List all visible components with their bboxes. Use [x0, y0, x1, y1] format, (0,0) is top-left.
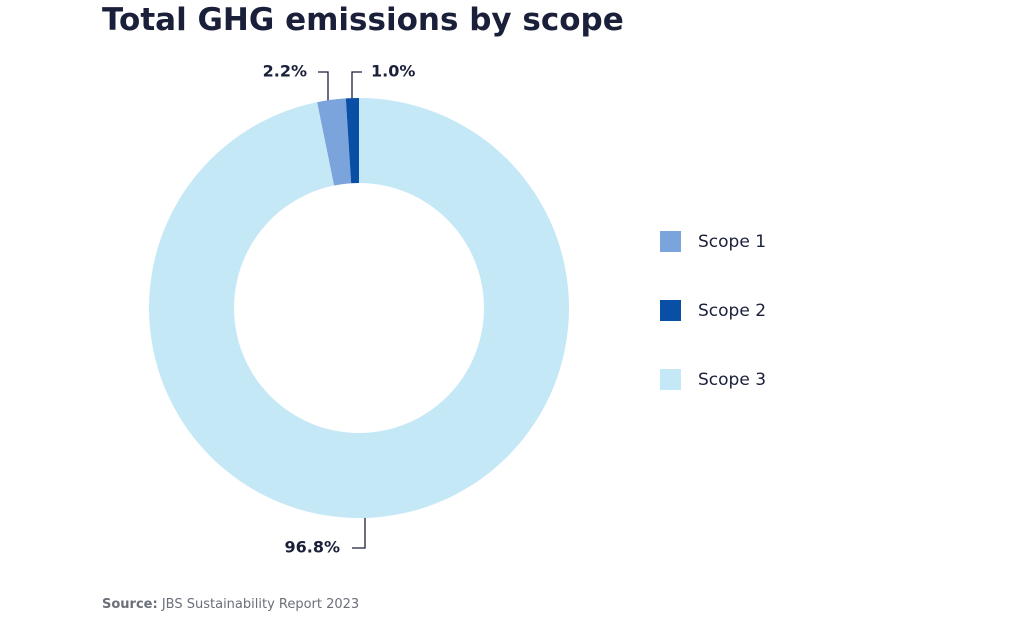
- donut-slice: [149, 98, 569, 518]
- source-text: JBS Sustainability Report 2023: [161, 597, 359, 612]
- donut-slice: [317, 98, 352, 186]
- legend-swatch: [660, 369, 681, 390]
- chart-title: Total GHG emissions by scope: [102, 2, 624, 38]
- legend-swatch: [660, 231, 681, 252]
- legend-label: Scope 2: [698, 301, 766, 321]
- value-label: 2.2%: [263, 62, 307, 81]
- leader-line: [318, 71, 329, 114]
- source: Source: JBS Sustainability Report 2023: [102, 597, 359, 612]
- legend-label: Scope 1: [698, 232, 766, 252]
- legend-label: Scope 3: [698, 370, 766, 390]
- value-label: 96.8%: [284, 538, 340, 557]
- value-label: 1.0%: [371, 62, 415, 81]
- legend-swatch: [660, 300, 681, 321]
- donut-slice: [345, 98, 359, 184]
- source-label: Source:: [102, 597, 158, 612]
